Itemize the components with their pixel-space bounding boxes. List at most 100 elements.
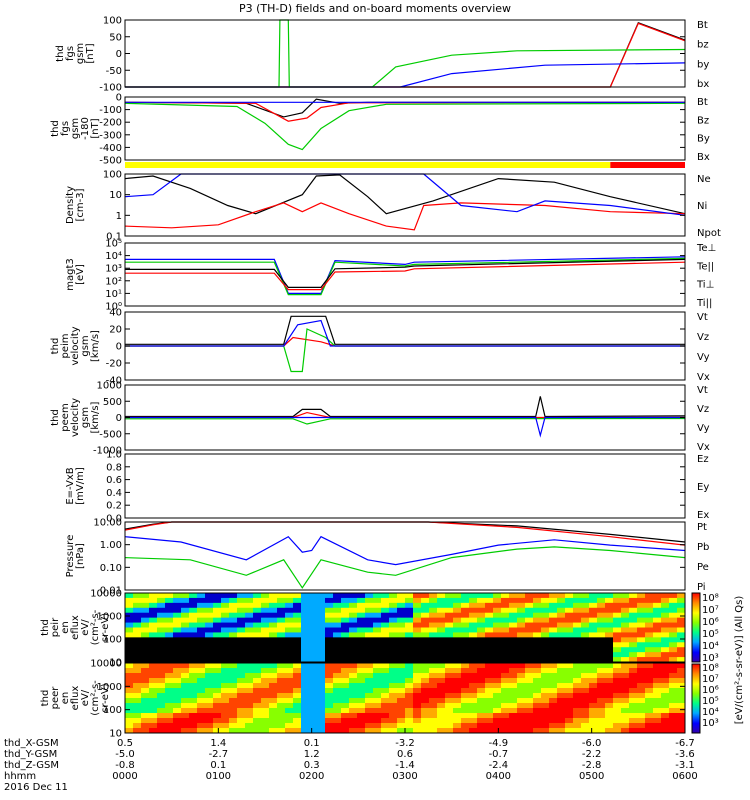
heatmap-cell: [573, 607, 582, 614]
heatmap-cell: [381, 652, 390, 658]
heatmap-cell: [165, 723, 174, 729]
heatmap-cell: [469, 657, 478, 663]
heatmap-cell: [581, 723, 590, 729]
heatmap-cell: [421, 652, 430, 658]
heatmap-cell: [501, 693, 510, 699]
heatmap-cell: [181, 698, 190, 704]
heatmap-cell: [485, 673, 494, 679]
heatmap-cell: [501, 652, 510, 658]
heatmap-cell: [645, 647, 654, 653]
heatmap-cell: [421, 708, 430, 714]
heatmap-cell: [293, 652, 302, 658]
heatmap-cell: [613, 678, 622, 684]
heatmap-cell: [517, 642, 526, 648]
heatmap-cell: [485, 657, 494, 663]
heatmap-cell: [493, 652, 502, 658]
heatmap-cell: [645, 602, 654, 609]
heatmap-cell: [653, 693, 662, 699]
heatmap-cell: [413, 622, 422, 628]
heatmap-cell: [629, 593, 638, 599]
heatmap-cell: [317, 683, 326, 689]
heatmap-cell: [333, 622, 342, 628]
heatmap-cell: [149, 612, 158, 619]
colorbar-tick-label: 10⁶: [702, 685, 719, 696]
heatmap-cell: [381, 683, 390, 689]
heatmap-cell: [405, 652, 414, 658]
heatmap-cell: [357, 657, 366, 663]
heatmap-cell: [229, 713, 238, 719]
heatmap-cell: [613, 622, 622, 628]
heatmap-cell: [141, 593, 150, 599]
heatmap-cell: [389, 718, 398, 724]
x-tick-label: -5.0: [115, 749, 135, 760]
heatmap-cell: [301, 607, 310, 614]
heatmap-cell: [141, 612, 150, 619]
heatmap-cell: [165, 652, 174, 658]
y-tick-label: 100: [103, 170, 122, 181]
heatmap-cell: [549, 683, 558, 689]
heatmap-cell: [389, 637, 398, 643]
heatmap-cell: [349, 637, 358, 643]
heatmap-cell: [429, 698, 438, 704]
heatmap-cell: [469, 688, 478, 694]
heatmap-cell: [293, 723, 302, 729]
heatmap-cell: [461, 688, 470, 694]
heatmap-cell: [429, 642, 438, 648]
heatmap-cell: [213, 698, 222, 704]
heatmap-cell: [285, 678, 294, 684]
y-axis-label: peer: [50, 686, 61, 710]
y-axis-label: eV/: [80, 689, 91, 706]
heatmap-cell: [357, 688, 366, 694]
heatmap-cell: [581, 597, 590, 604]
heatmap-cell: [381, 657, 390, 663]
heatmap-cell: [293, 602, 302, 609]
heatmap-cell: [461, 728, 470, 734]
heatmap-cell: [285, 668, 294, 674]
heatmap-cell: [277, 723, 286, 729]
heatmap-cell: [229, 607, 238, 614]
heatmap-cell: [485, 622, 494, 628]
heatmap-cell: [533, 663, 542, 669]
heatmap-cell: [557, 723, 566, 729]
heatmap-cell: [341, 663, 350, 669]
heatmap-cell: [637, 728, 646, 734]
heatmap-cell: [669, 663, 678, 669]
heatmap-cell: [437, 627, 446, 633]
heatmap-cell: [485, 698, 494, 704]
heatmap-cell: [605, 703, 614, 709]
heatmap-cell: [525, 607, 534, 614]
y-tick-label: 100: [103, 16, 122, 27]
heatmap-cell: [629, 663, 638, 669]
heatmap-cell: [557, 663, 566, 669]
heatmap-cell: [157, 593, 166, 599]
heatmap-cell: [445, 607, 454, 614]
heatmap-cell: [549, 713, 558, 719]
heatmap-cell: [213, 607, 222, 614]
heatmap-cell: [413, 668, 422, 674]
y-axis-label: thd: [50, 338, 61, 355]
heatmap-cell: [613, 627, 622, 633]
heatmap-cell: [565, 678, 574, 684]
heatmap-cell: [133, 622, 142, 628]
heatmap-cell: [357, 678, 366, 684]
heatmap-cell: [621, 642, 630, 648]
heatmap-cell: [629, 652, 638, 658]
y-tick-label: 10: [109, 729, 122, 740]
heatmap-cell: [229, 693, 238, 699]
heatmap-cell: [621, 637, 630, 643]
heatmap-cell: [621, 723, 630, 729]
heatmap-cell: [205, 698, 214, 704]
heatmap-cell: [549, 632, 558, 638]
heatmap-cell: [573, 668, 582, 674]
heatmap-cell: [613, 708, 622, 714]
heatmap-cell: [157, 612, 166, 619]
heatmap-cell: [573, 627, 582, 633]
heatmap-cell: [477, 642, 486, 648]
heatmap-cell: [365, 663, 374, 669]
heatmap-cell: [653, 673, 662, 679]
heatmap-cell: [485, 683, 494, 689]
heatmap-cell: [637, 698, 646, 704]
heatmap-cell: [141, 708, 150, 714]
heatmap-cell: [349, 728, 358, 734]
heatmap-cell: [653, 703, 662, 709]
